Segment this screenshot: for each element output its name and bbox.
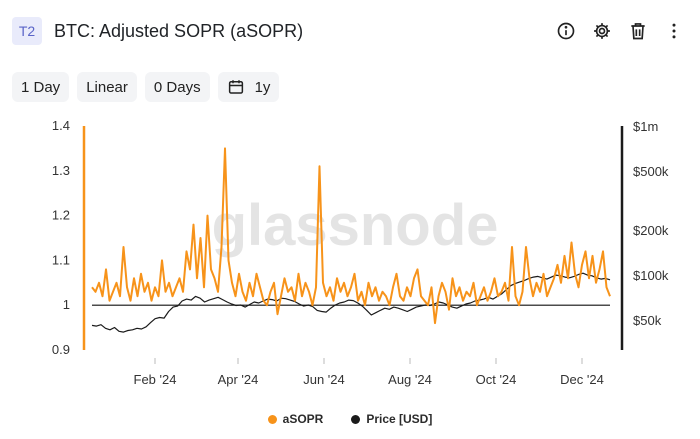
x-tick-label: Jun '24	[303, 372, 345, 387]
gear-icon	[594, 23, 610, 39]
series-asopr-line	[91, 147, 611, 325]
range-label: 1y	[254, 78, 271, 96]
legend-item-price[interactable]: Price [USD]	[351, 412, 432, 426]
x-tick-label: Aug '24	[388, 372, 432, 387]
legend-swatch	[351, 414, 361, 424]
more-vertical-icon	[672, 23, 676, 39]
y-tick-label-left: 1.3	[52, 163, 70, 178]
more-button[interactable]	[660, 17, 688, 45]
scale-select[interactable]: Linear	[77, 72, 137, 102]
y-tick-label-left: 1	[63, 297, 70, 312]
x-tick-label: Dec '24	[560, 372, 604, 387]
y-tick-label-left: 1.1	[52, 252, 70, 267]
x-tick-label: Apr '24	[218, 372, 259, 387]
chart-legend: aSOPR Price [USD]	[0, 412, 700, 426]
legend-label: Price [USD]	[366, 412, 433, 426]
trash-icon	[631, 23, 645, 40]
chart-toolbar: 1 Day Linear 0 Days 1y	[12, 72, 280, 102]
resolution-select[interactable]: 1 Day	[12, 72, 70, 102]
chart-area: glassnode 0.9 1 1.1 1.2 1.3 1.4 $50k $100k $200k…	[52, 118, 669, 387]
y-tick-label-left: 1.4	[52, 118, 70, 133]
y-tick-label-right: $1m	[633, 119, 658, 134]
info-button[interactable]	[552, 17, 580, 45]
y-tick-label-right: $500k	[633, 164, 669, 179]
legend-swatch	[267, 414, 277, 424]
legend-item-asopr[interactable]: aSOPR	[267, 412, 324, 426]
legend-label: aSOPR	[282, 412, 324, 426]
y-tick-label-right: $200k	[633, 223, 669, 238]
settings-button[interactable]	[588, 17, 616, 45]
y-tick-label-left: 0.9	[52, 342, 70, 357]
header-actions	[552, 17, 688, 45]
sma-select[interactable]: 0 Days	[144, 72, 210, 102]
watermark: glassnode	[212, 193, 499, 258]
calendar-icon	[228, 80, 243, 94]
info-icon	[557, 22, 575, 40]
y-tick-label-left: 1.2	[52, 208, 70, 223]
x-tick-label: Feb '24	[134, 372, 177, 387]
tier-badge: T2	[12, 17, 42, 45]
chart-header: T2 BTC: Adjusted SOPR (aSOPR)	[12, 14, 688, 48]
y-tick-label-right: $50k	[633, 313, 662, 328]
y-tick-label-right: $100k	[633, 268, 669, 283]
x-tick-label: Oct '24	[476, 372, 517, 387]
range-select[interactable]: 1y	[217, 72, 280, 102]
series-price-line	[91, 272, 611, 333]
delete-button[interactable]	[624, 17, 652, 45]
chart-title: BTC: Adjusted SOPR (aSOPR)	[54, 20, 304, 41]
